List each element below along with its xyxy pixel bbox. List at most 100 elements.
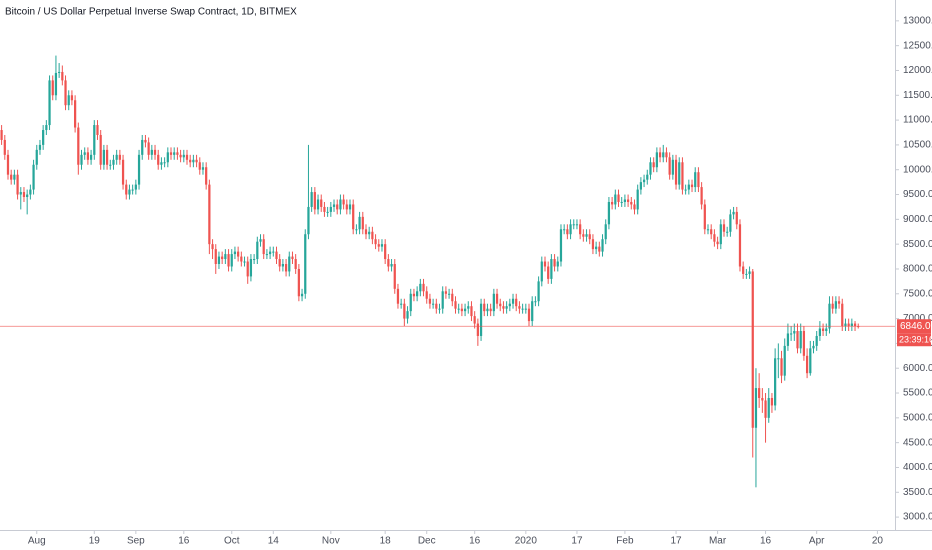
- candle-body: [195, 159, 198, 163]
- candle-body: [272, 251, 275, 253]
- candle-body: [454, 301, 457, 309]
- candle-body: [329, 206, 332, 212]
- candle-body: [336, 204, 339, 210]
- candle-body: [73, 100, 77, 128]
- y-tick-label: 8500.0: [903, 239, 932, 250]
- candle-body: [0, 130, 3, 140]
- x-tick-label: Feb: [616, 536, 634, 547]
- candle-body: [134, 184, 137, 190]
- candle-body: [665, 152, 668, 158]
- candle-body: [227, 254, 230, 267]
- y-tick-label: 12500.0: [903, 40, 932, 51]
- candle-body: [304, 234, 307, 294]
- candle-body: [508, 303, 511, 307]
- candle-body: [326, 211, 329, 213]
- candle-body: [470, 306, 473, 317]
- candle-body: [511, 298, 515, 304]
- candle-body: [585, 234, 588, 237]
- candle-body: [617, 194, 620, 202]
- candle-body: [690, 184, 694, 188]
- candle-body: [233, 251, 237, 255]
- candle-body: [105, 149, 109, 165]
- candle-body: [128, 189, 131, 195]
- candle-body: [674, 159, 678, 185]
- candle-body: [460, 308, 464, 312]
- candle-body: [323, 206, 326, 212]
- x-tick-label: Nov: [322, 536, 340, 547]
- candle-body: [572, 224, 575, 226]
- candle-body: [483, 303, 486, 312]
- candle-body: [476, 323, 479, 336]
- candle-body: [639, 182, 643, 190]
- candle-body: [339, 199, 342, 210]
- candle-body: [70, 95, 74, 101]
- candle-body: [307, 206, 310, 235]
- candle-body: [579, 224, 582, 235]
- candle-body: [400, 303, 403, 305]
- candle-body: [694, 172, 697, 188]
- candle-body: [249, 259, 253, 277]
- candle-body: [176, 152, 179, 155]
- candle-body: [678, 162, 681, 185]
- candle-body: [284, 264, 288, 272]
- candle-body: [125, 184, 128, 195]
- candle-body: [726, 231, 729, 233]
- y-tick-label: 13000.0: [903, 15, 932, 26]
- candle-body: [710, 229, 713, 235]
- candle-body: [300, 293, 304, 297]
- candle-body: [451, 293, 454, 302]
- candle-body: [355, 229, 358, 231]
- candle-body: [662, 152, 665, 158]
- candle-body: [761, 397, 764, 401]
- candle-body: [246, 261, 249, 277]
- candle-body: [99, 134, 102, 165]
- candle-body: [380, 244, 384, 247]
- candle-body: [486, 308, 489, 312]
- x-tick-label: 17: [670, 536, 682, 547]
- x-tick-label: 2020: [515, 536, 538, 547]
- candle-body: [352, 204, 355, 230]
- candle-body: [550, 259, 553, 279]
- x-tick-label: Dec: [418, 536, 436, 547]
- candle-body: [780, 358, 783, 376]
- y-tick-label: 12000.0: [903, 65, 932, 76]
- candle-body: [809, 348, 812, 374]
- candle-body: [818, 328, 822, 336]
- candle-body: [553, 259, 556, 267]
- candle-body: [224, 254, 227, 260]
- candle-body: [179, 154, 182, 158]
- candle-body: [58, 71, 61, 73]
- y-tick-label: 4500.0: [903, 437, 932, 448]
- candle-body: [192, 159, 195, 163]
- candle-body: [390, 264, 393, 267]
- candle-body: [713, 234, 716, 242]
- candle-body: [281, 264, 285, 267]
- candle-body: [102, 149, 106, 165]
- candle-body: [473, 316, 476, 324]
- candle-body: [22, 192, 26, 198]
- candle-body: [828, 303, 831, 329]
- candle-body: [358, 216, 361, 230]
- candle-body: [211, 244, 214, 250]
- candle-body: [160, 162, 163, 165]
- candle-body: [342, 199, 345, 205]
- candle-body: [812, 345, 815, 349]
- candle-body: [64, 80, 67, 106]
- candle-body: [316, 199, 320, 210]
- candle-body: [419, 283, 422, 292]
- y-tick-label: 6000.0: [903, 363, 932, 374]
- candle-body: [26, 194, 29, 198]
- candle-body: [547, 266, 550, 279]
- candle-body: [623, 199, 627, 202]
- candle-body: [35, 149, 38, 165]
- candle-body: [831, 303, 834, 309]
- candle-body: [492, 293, 495, 312]
- x-tick-label: 16: [469, 536, 481, 547]
- candle-body: [13, 174, 16, 180]
- candle-body: [802, 331, 806, 356]
- x-tick-label: Oct: [224, 536, 240, 547]
- x-tick-label: 16: [760, 536, 772, 547]
- candle-body: [345, 204, 348, 210]
- candle-body: [396, 288, 400, 304]
- candle-body: [815, 335, 818, 346]
